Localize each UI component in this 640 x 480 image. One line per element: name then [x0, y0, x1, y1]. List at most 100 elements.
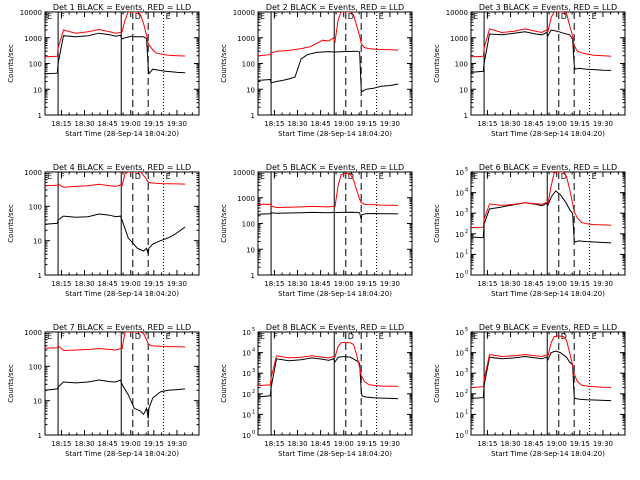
x-axis-label: Start Time (28-Sep-14 18:04:20)	[491, 290, 605, 298]
y-axis-label: Counts/sec	[433, 204, 441, 243]
x-tick-label: 18:15	[264, 120, 284, 128]
y-tick-exponent: 1	[465, 409, 468, 415]
y-tick-label: 1	[251, 272, 255, 280]
x-tick-label: 18:30	[74, 120, 94, 128]
y-tick-exponent: 0	[252, 430, 255, 436]
plot-frame	[257, 11, 413, 116]
series-line-events	[45, 213, 186, 255]
chart-title: Det 4 BLACK = Events, RED = LLD	[53, 163, 191, 172]
x-axis-label: Start Time (28-Sep-14 18:04:20)	[65, 450, 179, 458]
y-tick-exponent: 2	[465, 389, 468, 395]
y-tick-label: 100	[29, 203, 42, 211]
y-axis-label: Counts/sec	[220, 364, 228, 403]
y-tick-label: 10000	[233, 169, 255, 177]
marker-label: F	[273, 172, 278, 181]
y-tick-label: 10000	[20, 9, 42, 17]
corner-label-e: E	[473, 172, 478, 181]
y-axis-label: Counts/sec	[433, 44, 441, 83]
y-tick-exponent: 5	[252, 327, 255, 333]
y-tick-exponent: 4	[465, 348, 468, 354]
plot-frame	[44, 171, 200, 276]
x-tick-label: 18:15	[477, 120, 497, 128]
marker-label: D	[135, 12, 141, 21]
y-tick-label: 10	[33, 86, 42, 94]
x-tick-label: 19:00	[334, 440, 354, 448]
chart-title: Det 7 BLACK = Events, RED = LLD	[53, 323, 191, 332]
x-tick-label: 18:45	[98, 280, 118, 288]
y-tick-label: 10	[242, 391, 251, 399]
x-tick-label: 19:30	[593, 280, 613, 288]
y-tick-label: 10	[242, 350, 251, 358]
chart-title: Det 5 BLACK = Events, RED = LLD	[266, 163, 404, 172]
x-tick-label: 19:00	[121, 440, 141, 448]
series-line-lld	[45, 172, 186, 188]
x-tick-label: 19:00	[334, 280, 354, 288]
x-tick-label: 19:00	[547, 440, 567, 448]
x-tick-label: 18:15	[51, 280, 71, 288]
y-tick-exponent: 3	[465, 208, 468, 214]
y-tick-label: 1000	[24, 169, 42, 177]
series-line-events	[258, 211, 399, 220]
y-tick-label: 1000	[237, 35, 255, 43]
x-tick-label: 19:00	[547, 280, 567, 288]
y-tick-label: 1000	[24, 35, 42, 43]
y-axis-label: Counts/sec	[7, 204, 15, 243]
marker-label: F	[273, 332, 278, 341]
y-tick-label: 10	[246, 86, 255, 94]
corner-label-e: E	[47, 172, 52, 181]
y-tick-exponent: 5	[465, 327, 468, 333]
y-tick-label: 10	[242, 432, 251, 440]
x-tick-label: 18:30	[287, 120, 307, 128]
y-tick-label: 10	[455, 370, 464, 378]
chart-panel-det-4: Det 4 BLACK = Events, RED = LLD 1 10 100 100…	[7, 163, 200, 298]
y-tick-exponent: 0	[465, 270, 468, 276]
series-line-events	[258, 50, 399, 93]
series-line-lld	[258, 172, 399, 209]
y-tick-label: 10	[455, 432, 464, 440]
chart-title: Det 2 BLACK = Events, RED = LLD	[266, 3, 404, 12]
y-tick-exponent: 1	[465, 249, 468, 255]
x-tick-label: 18:30	[500, 440, 520, 448]
y-tick-exponent: 3	[465, 368, 468, 374]
chart-panel-det-2: Det 2 BLACK = Events, RED = LLD 1 10 100 100…	[220, 3, 413, 138]
chart-panel-det-1: Det 1 BLACK = Events, RED = LLD 1 10 100 100…	[7, 3, 200, 138]
y-tick-label: 10	[455, 272, 464, 280]
x-axis-label: Start Time (28-Sep-14 18:04:20)	[278, 290, 392, 298]
corner-label-e: E	[473, 12, 478, 21]
x-tick-label: 18:45	[311, 280, 331, 288]
x-tick-label: 18:30	[287, 440, 307, 448]
y-tick-label: 10	[459, 86, 468, 94]
plot-frame	[257, 171, 413, 276]
y-tick-label: 1	[38, 432, 42, 440]
y-axis-label: Counts/sec	[433, 364, 441, 403]
y-tick-label: 10	[455, 190, 464, 198]
x-axis-label: Start Time (28-Sep-14 18:04:20)	[278, 450, 392, 458]
y-tick-label: 100	[242, 221, 255, 229]
y-tick-label: 100	[455, 61, 468, 69]
chart-title: Det 6 BLACK = Events, RED = LLD	[479, 163, 617, 172]
chart-panel-det-5: Det 5 BLACK = Events, RED = LLD 1 10 100 100…	[220, 163, 413, 298]
x-tick-label: 19:30	[167, 440, 187, 448]
y-axis-label: Counts/sec	[220, 204, 228, 243]
marker-label: E	[166, 172, 171, 181]
x-tick-label: 19:15	[570, 280, 590, 288]
y-tick-label: 1	[38, 112, 42, 120]
x-tick-label: 19:15	[357, 280, 377, 288]
marker-label: E	[592, 332, 597, 341]
y-axis-label: Counts/sec	[7, 364, 15, 403]
plot-frame	[470, 11, 626, 116]
y-tick-label: 1	[251, 112, 255, 120]
y-tick-label: 10	[33, 398, 42, 406]
marker-label: D	[135, 172, 141, 181]
x-tick-label: 18:15	[51, 440, 71, 448]
x-tick-label: 18:30	[74, 440, 94, 448]
chart-panel-det-3: Det 3 BLACK = Events, RED = LLD 1 10 100 100…	[433, 3, 626, 138]
y-tick-label: 100	[242, 61, 255, 69]
marker-label: E	[166, 332, 171, 341]
y-tick-label: 10	[455, 169, 464, 177]
x-tick-label: 18:15	[51, 120, 71, 128]
y-tick-exponent: 0	[465, 430, 468, 436]
